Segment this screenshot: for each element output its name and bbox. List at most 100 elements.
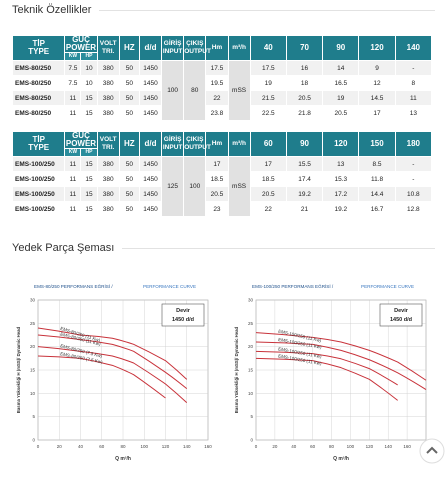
table-cell: 1450: [138, 201, 163, 217]
table-cell: 380: [96, 186, 120, 202]
info-box-text: Devir: [176, 308, 191, 314]
header-cell: 140: [394, 35, 433, 61]
table-cell: 11: [394, 90, 433, 106]
y-tick-label: 5: [32, 414, 35, 419]
table-cell: 380: [96, 171, 120, 187]
header-cell: HP: [80, 52, 98, 61]
table-cell: -: [394, 60, 433, 76]
chevron-icon[interactable]: [426, 446, 438, 454]
table-cell: 15: [80, 90, 98, 106]
table-cell: 15.5: [285, 156, 324, 172]
table-cell: 17: [205, 156, 229, 172]
table-cell: 11: [64, 201, 82, 217]
info-box-text: 1450 d/d: [172, 317, 194, 323]
table-cell: 1450: [138, 105, 163, 121]
table-cell: 1450: [138, 171, 163, 187]
header-cell: 120: [358, 35, 396, 61]
chart: EMS-100/250 PERFORMANS EĞRİSİ / PERFORMAN…: [234, 283, 430, 462]
table-cell: 380: [96, 90, 120, 106]
header-cell: d/d: [138, 35, 163, 61]
header-cell: TİP TYPE: [11, 131, 66, 157]
table-cell: 16.7: [358, 201, 396, 217]
table-cell: 19: [322, 90, 360, 106]
y-tick-label: 20: [248, 344, 254, 349]
table-row: EMS-80/250 11 15 380 50 1450 23.8 22.5 21.8 20.5 1…: [11, 105, 433, 121]
header-text: VOLT: [99, 40, 117, 47]
header-text: GÜÇ: [72, 131, 90, 140]
table-cell: 19: [249, 75, 287, 91]
y-axis-label: Basma Yüksekliği H (mSS)/ Dynamic Head: [16, 326, 21, 413]
table-cell: 18.5: [205, 171, 229, 187]
header-text: POWER: [65, 139, 97, 148]
header-text: TİP: [32, 39, 45, 48]
header-cell: HZ: [118, 35, 140, 61]
heading-text: Yedek Parça Şeması: [12, 242, 115, 254]
curve: [37, 346, 188, 404]
scroll-top-button[interactable]: [419, 438, 445, 464]
header-cell: m³/h: [227, 131, 251, 157]
divider: [122, 247, 435, 249]
table-cell: 12.8: [394, 201, 433, 217]
y-tick-label: 0: [250, 438, 253, 443]
y-tick-label: 15: [248, 368, 254, 373]
table-cell: EMS-80/250: [11, 90, 66, 106]
table-cell: 9: [358, 60, 396, 76]
x-tick-label: 20: [57, 444, 63, 449]
header-text: INPUT: [162, 144, 183, 151]
table-cell: 10: [80, 75, 98, 91]
table-cell: 15: [80, 171, 98, 187]
table-cell: mSS: [227, 156, 251, 217]
chart-subtitle: PERFORMANCE CURVE: [361, 284, 414, 289]
info-box-text: Devir: [394, 308, 409, 314]
table-cell: 17.2: [322, 186, 360, 202]
table-row: EMS-100/250 11 15 380 50 1450 18.5 18.5 17.4 15.3…: [11, 171, 433, 187]
header-cell: 90: [285, 131, 324, 157]
table-cell: 380: [96, 60, 120, 76]
table-cell: 100: [183, 156, 207, 217]
header-cell: 40: [249, 35, 287, 61]
y-tick-label: 0: [32, 438, 35, 443]
table-cell: 11: [64, 105, 82, 121]
curve: [37, 334, 188, 390]
table-cell: 50: [118, 90, 140, 106]
table-cell: 11.8: [358, 171, 396, 187]
table-cell: 16: [285, 60, 324, 76]
table-cell: 10: [80, 60, 98, 76]
table-cell: 19.2: [285, 186, 324, 202]
y-tick-label: 10: [248, 391, 254, 396]
header-text: POWER: [65, 43, 97, 52]
table-cell: 20.5: [322, 105, 360, 121]
table-cell: 16.5: [322, 75, 360, 91]
header-text: TYPE: [28, 47, 50, 56]
table-cell: 50: [118, 105, 140, 121]
y-tick-label: 15: [30, 368, 36, 373]
table-cell: 10.8: [394, 186, 433, 202]
table-cell: 80: [183, 60, 207, 121]
table-row: EMS-100/250 11 15 380 50 1450 125 100 17 mSS 17 15.…: [11, 156, 433, 217]
x-tick-label: 60: [99, 444, 105, 449]
table-cell: 1450: [138, 186, 163, 202]
header-cell: Hm: [205, 35, 229, 61]
button-circle[interactable]: [419, 438, 445, 464]
x-tick-label: 100: [347, 444, 355, 449]
header-cell: d/d: [138, 131, 163, 157]
table-cell: 21.5: [249, 90, 287, 106]
header-text: OUTPUT: [184, 144, 211, 151]
table-cell: 20.5: [249, 186, 287, 202]
x-tick-label: 140: [183, 444, 191, 449]
header-text: TRI.: [102, 48, 115, 55]
header-text: ÇIKIŞ: [186, 136, 204, 143]
table-cell: 19.2: [322, 201, 360, 217]
table-cell: 8.5: [358, 156, 396, 172]
header-cell: 70: [285, 35, 324, 61]
table-cell: 8: [394, 75, 433, 91]
table-cell: 1450: [138, 75, 163, 91]
table-cell: 23: [205, 201, 229, 217]
y-axis-label: Basma Yüksekliği H (mSS)/ Dynamic Head: [234, 326, 239, 413]
table-cell: 380: [96, 105, 120, 121]
header-cell: GÜÇ POWER: [64, 35, 98, 53]
table-cell: 22: [205, 90, 229, 106]
divider: [99, 9, 435, 11]
table-cell: 1450: [138, 156, 163, 172]
header-cell: 180: [394, 131, 433, 157]
